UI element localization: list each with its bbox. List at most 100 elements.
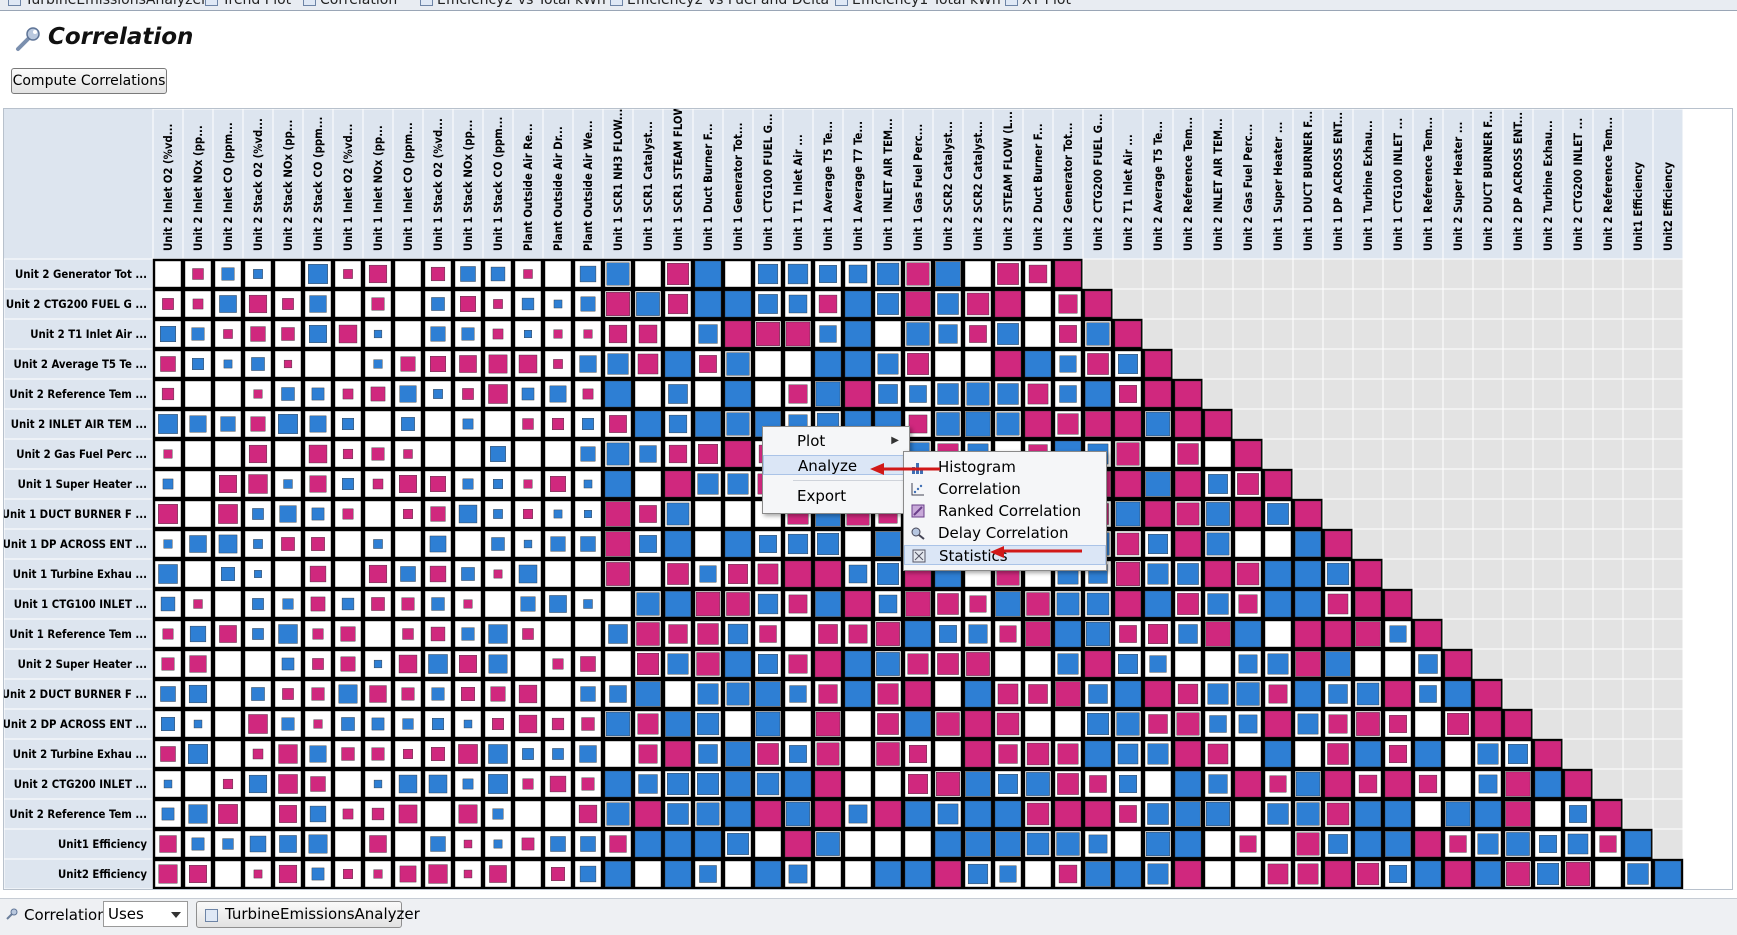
matrix-cell[interactable] [332,828,364,860]
column-header-cell[interactable] [1082,109,1114,260]
matrix-cell[interactable] [872,828,904,860]
matrix-cell[interactable] [1532,798,1564,830]
matrix-cell[interactable] [212,378,244,410]
row-header-cell[interactable] [4,648,154,680]
matrix-cell[interactable] [542,708,574,740]
matrix-cell[interactable] [512,408,544,440]
column-header-cell[interactable] [1562,109,1594,260]
matrix-cell[interactable] [422,438,454,470]
matrix-cell[interactable] [692,528,724,560]
matrix-cell[interactable] [542,558,574,590]
row-header-cell[interactable] [4,558,154,590]
row-header-cell[interactable] [4,378,154,410]
matrix-cell[interactable] [362,678,394,710]
column-header-cell[interactable] [1622,109,1654,260]
matrix-cell[interactable] [422,798,454,830]
matrix-cell[interactable] [542,258,574,290]
matrix-cell[interactable] [692,378,724,410]
matrix-cell[interactable] [842,708,874,740]
matrix-cell[interactable] [1262,828,1294,860]
matrix-cell[interactable] [362,498,394,530]
matrix-cell[interactable] [1382,648,1414,680]
matrix-cell[interactable] [572,678,604,710]
column-header-cell[interactable] [1352,109,1384,260]
matrix-cell[interactable] [1562,798,1594,830]
matrix-cell[interactable] [572,468,604,500]
row-header-cell[interactable] [4,318,154,350]
column-header-cell[interactable] [872,109,904,260]
row-header-cell[interactable] [4,258,154,290]
column-header-cell[interactable] [152,109,184,260]
matrix-cell[interactable] [182,498,214,530]
matrix-cell[interactable] [212,708,244,740]
matrix-cell[interactable] [1262,528,1294,560]
matrix-cell[interactable] [512,438,544,470]
matrix-cell[interactable] [872,768,904,800]
row-header-cell[interactable] [4,738,154,770]
tab-trend-plot[interactable]: Trend Plot [205,0,291,9]
column-header-cell[interactable] [1382,109,1414,260]
matrix-cell[interactable] [782,348,814,380]
matrix-cell[interactable] [152,258,184,290]
matrix-cell[interactable] [272,558,304,590]
submenu-item-correlation[interactable]: Correlation [904,479,1106,499]
matrix-cell[interactable] [842,828,874,860]
matrix-cell[interactable] [212,468,244,500]
matrix-cell[interactable] [662,678,694,710]
matrix-cell[interactable] [422,408,454,440]
matrix-cell[interactable] [182,378,214,410]
matrix-cell[interactable] [572,378,604,410]
menu-item-export[interactable]: Export [763,486,909,506]
compute-correlations-button[interactable]: Compute Correlations [11,68,167,94]
matrix-cell[interactable] [1232,738,1264,770]
matrix-cell[interactable] [392,828,424,860]
matrix-cell[interactable] [272,438,304,470]
matrix-cell[interactable] [1052,378,1084,410]
submenu-item-ranked-correlation[interactable]: Ranked Correlation [904,501,1106,521]
row-header-cell[interactable] [4,468,154,500]
matrix-cell[interactable] [902,828,934,860]
matrix-cell[interactable] [182,468,214,500]
matrix-cell[interactable] [1022,708,1054,740]
row-header-cell[interactable] [4,528,154,560]
matrix-cell[interactable] [242,768,274,800]
column-header-cell[interactable] [932,109,964,260]
matrix-cell[interactable] [542,648,574,680]
matrix-cell[interactable] [332,348,364,380]
matrix-cell[interactable] [392,528,424,560]
column-header-cell[interactable] [602,109,634,260]
column-header-cell[interactable] [1262,109,1294,260]
matrix-cell[interactable] [812,858,844,889]
row-header-cell[interactable] [4,858,154,889]
matrix-cell[interactable] [932,348,964,380]
matrix-cell[interactable] [302,678,334,710]
tab-turbine-emissions[interactable]: TurbineEmissionsAnalyzer [8,0,207,9]
matrix-cell[interactable] [242,828,274,860]
matrix-cell[interactable] [1202,858,1234,889]
matrix-cell[interactable] [1142,438,1174,470]
matrix-cell[interactable] [752,348,784,380]
matrix-cell[interactable] [152,738,184,770]
matrix-cell[interactable] [362,618,394,650]
matrix-cell[interactable] [1052,858,1084,889]
column-header-cell[interactable] [1022,109,1054,260]
matrix-cell[interactable] [572,318,604,350]
matrix-cell[interactable] [332,258,364,290]
matrix-cell[interactable] [632,258,664,290]
matrix-cell[interactable] [332,498,364,530]
matrix-cell[interactable] [1232,528,1264,560]
matrix-cell[interactable] [482,558,514,590]
matrix-cell[interactable] [512,378,544,410]
matrix-cell[interactable] [242,378,274,410]
matrix-cell[interactable] [752,378,784,410]
column-header-cell[interactable] [1202,109,1234,260]
matrix-cell[interactable] [1442,768,1474,800]
matrix-cell[interactable] [482,468,514,500]
matrix-cell[interactable] [1442,738,1474,770]
matrix-cell[interactable] [542,798,574,830]
matrix-cell[interactable] [362,408,394,440]
matrix-cell[interactable] [1112,378,1144,410]
uses-select[interactable]: Uses [103,901,188,927]
matrix-cell[interactable] [482,708,514,740]
matrix-cell[interactable] [602,588,634,620]
